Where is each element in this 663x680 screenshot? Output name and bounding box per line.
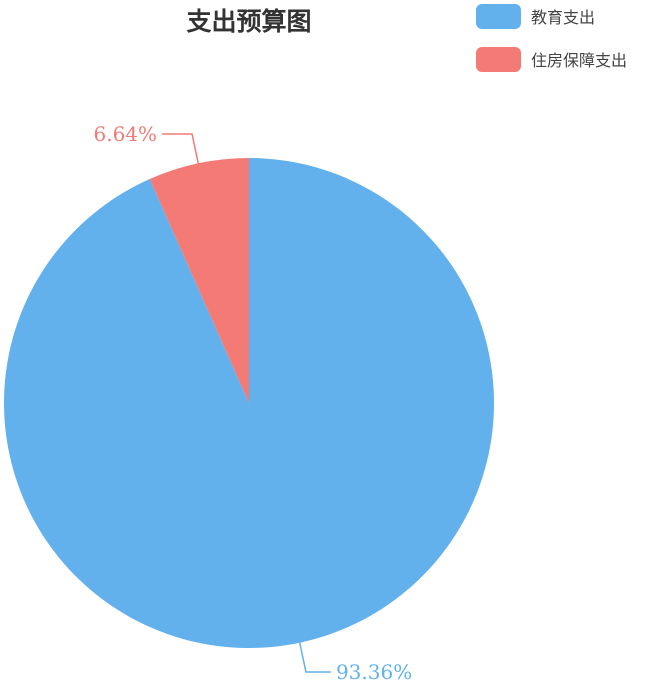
pie-slice-0[interactable] <box>3 158 494 648</box>
data-label-0: 93.36% <box>336 660 412 680</box>
legend-label-0[interactable]: 教育支出 <box>531 8 595 27</box>
data-label-1: 6.64% <box>94 122 158 146</box>
pie-slice-1[interactable] <box>149 158 249 403</box>
legend-swatch-0[interactable] <box>476 4 521 29</box>
label-line-0 <box>298 640 331 673</box>
legend-label-1[interactable]: 住房保障支出 <box>531 51 627 70</box>
legend-swatch-1[interactable] <box>476 47 521 72</box>
chart-title: 支出预算图 <box>186 7 311 36</box>
label-line-1 <box>162 133 200 166</box>
